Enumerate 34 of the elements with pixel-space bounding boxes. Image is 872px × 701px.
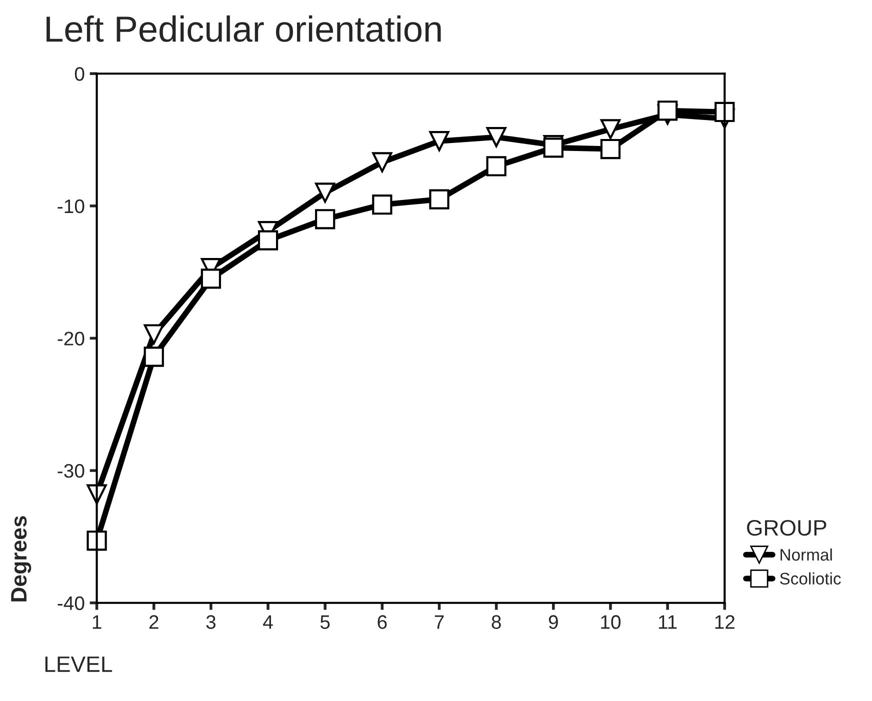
point <box>258 230 278 250</box>
x-tick-label: 9 <box>548 615 558 629</box>
x-tick-label: 11 <box>658 615 677 629</box>
point <box>86 530 107 551</box>
x-tick-label: 7 <box>434 615 444 629</box>
chart-title: Left Pedicular orientation <box>46 15 441 42</box>
legend-label: Normal <box>780 548 832 561</box>
point <box>657 100 678 121</box>
y-tick-label: -40 <box>58 596 84 610</box>
x-tick-label: 6 <box>378 615 387 629</box>
point <box>144 346 164 367</box>
point <box>200 268 222 289</box>
point <box>429 189 450 210</box>
x-tick-label: 4 <box>263 615 273 629</box>
y-tick-label: 0 <box>74 67 84 81</box>
point <box>372 194 392 215</box>
x-axis-title: LEVEL <box>45 656 112 672</box>
legend-label: Scoliotic <box>780 572 841 585</box>
y-tick-label: -10 <box>58 199 84 214</box>
point <box>315 209 336 230</box>
x-tick-label: 5 <box>320 615 330 629</box>
y-tick-label: -20 <box>58 332 84 346</box>
point <box>486 156 506 176</box>
x-tick-label: 3 <box>206 615 216 629</box>
x-tick-label: 1 <box>92 615 102 629</box>
x-tick-label: 2 <box>149 615 158 629</box>
x-tick-label: 12 <box>715 615 734 629</box>
y-tick-label: -30 <box>58 464 84 478</box>
point <box>600 138 621 160</box>
point <box>144 324 164 344</box>
x-tick-label: 8 <box>492 615 501 629</box>
legend-title: GROUP <box>747 520 826 536</box>
y-axis-title: Degrees <box>11 516 32 602</box>
x-tick-label: 10 <box>601 615 621 629</box>
